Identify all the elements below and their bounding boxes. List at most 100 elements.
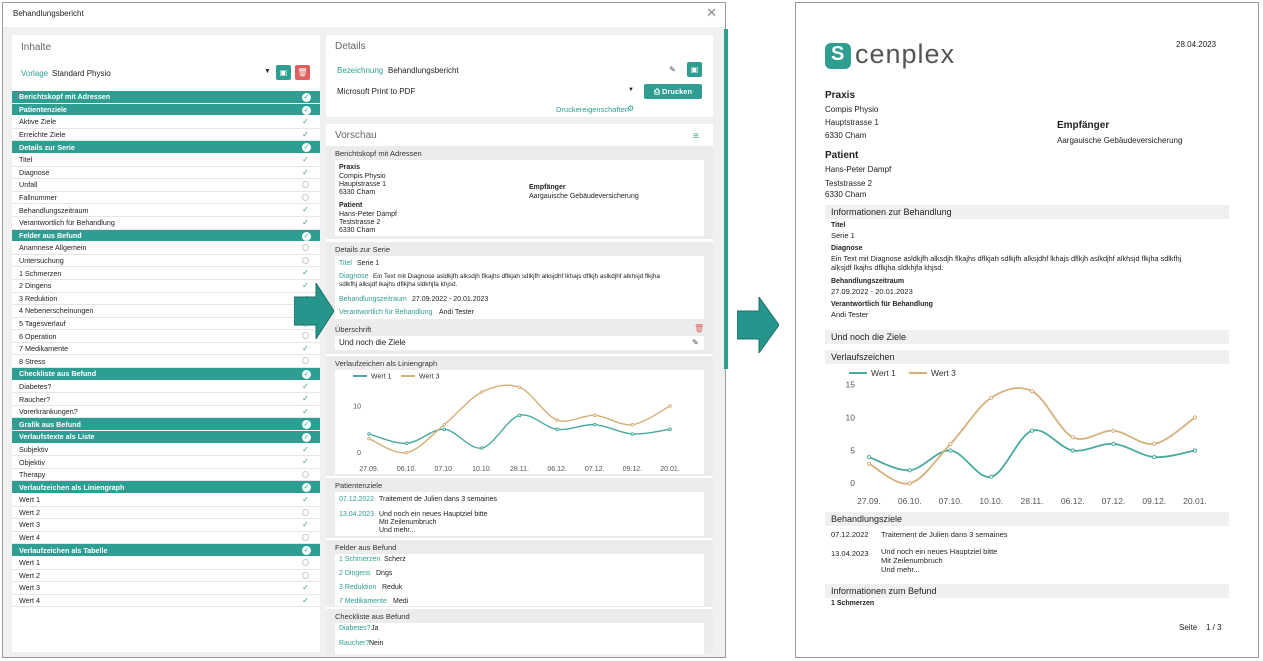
tree-item[interactable]: Wert 3 ✓ <box>12 519 320 532</box>
check-icon[interactable]: ✓ <box>302 394 309 404</box>
unchecked-circle-icon[interactable] <box>302 571 309 579</box>
tree-item[interactable]: 6 Operation <box>12 330 320 343</box>
tree-group[interactable]: Verlaufzeichen als Tabelle ✓ <box>12 544 320 557</box>
tree-item[interactable]: Wert 1 <box>12 557 320 570</box>
close-icon[interactable]: ✕ <box>706 5 717 20</box>
check-circle-icon[interactable]: ✓ <box>302 105 311 115</box>
tree-item-label: Erreichte Ziele <box>19 130 66 140</box>
chevron-down-icon[interactable]: ▼ <box>628 87 634 93</box>
unchecked-circle-icon[interactable] <box>302 533 309 541</box>
check-icon[interactable]: ✓ <box>302 167 309 177</box>
tree-group[interactable]: Checkliste aus Befund ✓ <box>12 368 320 381</box>
printer-properties-link[interactable]: Druckereigenschaften <box>556 105 629 114</box>
tree-item[interactable]: Behandlungszeitraum ✓ <box>12 204 320 217</box>
check-circle-icon[interactable]: ✓ <box>302 370 311 380</box>
tree-item[interactable]: Wert 2 <box>12 507 320 520</box>
tree-item[interactable]: Wert 4 ✓ <box>12 595 320 608</box>
print-button[interactable]: ⎙ Drucken <box>644 84 702 99</box>
tree-item[interactable]: 3 Reduktion✓ <box>12 293 320 306</box>
tree-group[interactable]: Grafik aus Befund ✓ <box>12 418 320 432</box>
check-icon[interactable]: ✓ <box>302 343 309 353</box>
unchecked-circle-icon[interactable] <box>302 332 309 340</box>
gear-icon[interactable]: ⚙ <box>627 104 635 113</box>
delete-template-button[interactable]: 🗑 <box>295 65 310 80</box>
unchecked-circle-icon[interactable] <box>302 357 309 365</box>
data-point <box>404 450 409 455</box>
check-icon[interactable]: ✓ <box>302 583 309 593</box>
tree-item[interactable]: 8 Stress <box>12 355 320 369</box>
unchecked-circle-icon[interactable] <box>302 256 309 264</box>
tree-item[interactable]: 2 Dingens ✓ <box>12 280 320 293</box>
printer-select[interactable]: Microsoft Print to PDF <box>337 87 416 96</box>
tree-item[interactable]: Untersuchung <box>12 255 320 268</box>
unchecked-circle-icon[interactable] <box>302 181 309 189</box>
tree-item[interactable]: Diagnose ✓ <box>12 167 320 180</box>
check-circle-icon[interactable]: ✓ <box>302 433 311 443</box>
tree-item[interactable]: Raucher? ✓ <box>12 393 320 406</box>
tree-item[interactable]: Vorerkrankungen? ✓ <box>12 406 320 419</box>
check-icon[interactable]: ✓ <box>302 280 309 290</box>
check-icon[interactable]: ✓ <box>302 520 309 530</box>
unchecked-circle-icon[interactable] <box>302 470 309 478</box>
tree-item[interactable]: Unfall <box>12 179 320 192</box>
check-icon[interactable]: ✓ <box>302 217 309 227</box>
check-circle-icon[interactable]: ✓ <box>302 546 311 556</box>
menu-icon[interactable]: ≡ <box>693 131 699 142</box>
check-icon[interactable]: ✓ <box>302 129 309 139</box>
tree-item[interactable]: Wert 1 ✓ <box>12 494 320 507</box>
tree-item-label: Wert 2 <box>19 570 41 580</box>
tree-group[interactable]: Berichtskopf mit Adressen ✓ <box>12 91 320 104</box>
check-circle-icon[interactable]: ✓ <box>302 420 311 430</box>
tree-item[interactable]: Objektiv ✓ <box>12 456 320 469</box>
tree-item[interactable]: Wert 4 <box>12 532 320 545</box>
save-template-button[interactable]: ▣ <box>276 65 291 80</box>
tree-item[interactable]: 5 Tagesverlauf <box>12 318 320 331</box>
designation-field[interactable]: Behandlungsbericht <box>388 66 459 75</box>
check-circle-icon[interactable]: ✓ <box>302 93 311 102</box>
tree-group[interactable]: Felder aus Befund ✓ <box>12 229 320 243</box>
tree-item[interactable]: Erreichte Ziele ✓ <box>12 129 320 142</box>
unchecked-circle-icon[interactable] <box>302 193 309 201</box>
tree-item[interactable]: Titel ✓ <box>12 154 320 167</box>
tree-group[interactable]: Patientenziele ✓ <box>12 103 320 117</box>
tree-item[interactable]: Wert 2 <box>12 570 320 583</box>
unchecked-circle-icon[interactable] <box>302 558 309 566</box>
check-circle-icon[interactable]: ✓ <box>302 143 311 153</box>
check-icon[interactable]: ✓ <box>302 457 309 467</box>
tree-item[interactable]: 1 Schmerzen ✓ <box>12 267 320 280</box>
chevron-down-icon[interactable]: ▼ <box>264 68 271 75</box>
trash-icon[interactable]: 🗑 <box>694 324 705 333</box>
tree-group[interactable]: Details zur Serie ✓ <box>12 141 320 154</box>
tree-item[interactable]: Fallnummer <box>12 192 320 205</box>
tree-item[interactable]: Diabetes? ✓ <box>12 381 320 394</box>
check-icon[interactable]: ✓ <box>302 444 309 454</box>
tree-group[interactable]: Verlaufstexte als Liste ✓ <box>12 431 320 444</box>
check-icon[interactable]: ✓ <box>302 154 309 164</box>
tree-group[interactable]: Verlaufzeichen als Liniengraph ✓ <box>12 481 320 494</box>
check-icon[interactable]: ✓ <box>302 406 309 416</box>
pencil-icon[interactable]: ✎ <box>692 338 699 347</box>
check-circle-icon[interactable]: ✓ <box>302 483 311 493</box>
check-icon[interactable]: ✓ <box>302 495 309 504</box>
tree-item[interactable]: Wert 3 ✓ <box>12 582 320 595</box>
check-icon[interactable]: ✓ <box>302 381 309 391</box>
template-select[interactable]: Standard Physio <box>52 69 111 78</box>
tree-item[interactable]: Anamnese Allgemein <box>12 242 320 255</box>
tree-item[interactable]: 7 Medikamente ✓ <box>12 343 320 356</box>
save-designation-button[interactable]: ▣ <box>687 62 702 77</box>
unchecked-circle-icon[interactable] <box>302 508 309 516</box>
tree-item[interactable]: Therapy <box>12 469 320 482</box>
arrow-icon <box>737 297 779 353</box>
unchecked-circle-icon[interactable] <box>302 244 309 252</box>
check-icon[interactable]: ✓ <box>302 117 309 127</box>
check-icon[interactable]: ✓ <box>302 268 309 278</box>
pencil-icon[interactable]: ✎ <box>669 65 676 74</box>
tree-item[interactable]: Verantwortlich für Behandlung ✓ <box>12 217 320 230</box>
scrollbar[interactable] <box>724 29 728 369</box>
check-icon[interactable]: ✓ <box>302 205 309 215</box>
check-circle-icon[interactable]: ✓ <box>302 231 311 241</box>
tree-item[interactable]: 4 Nebenerscheinungen <box>12 305 320 318</box>
check-icon[interactable]: ✓ <box>302 595 309 605</box>
tree-item[interactable]: Subjektiv ✓ <box>12 444 320 457</box>
tree-item[interactable]: Aktive Ziele ✓ <box>12 116 320 129</box>
